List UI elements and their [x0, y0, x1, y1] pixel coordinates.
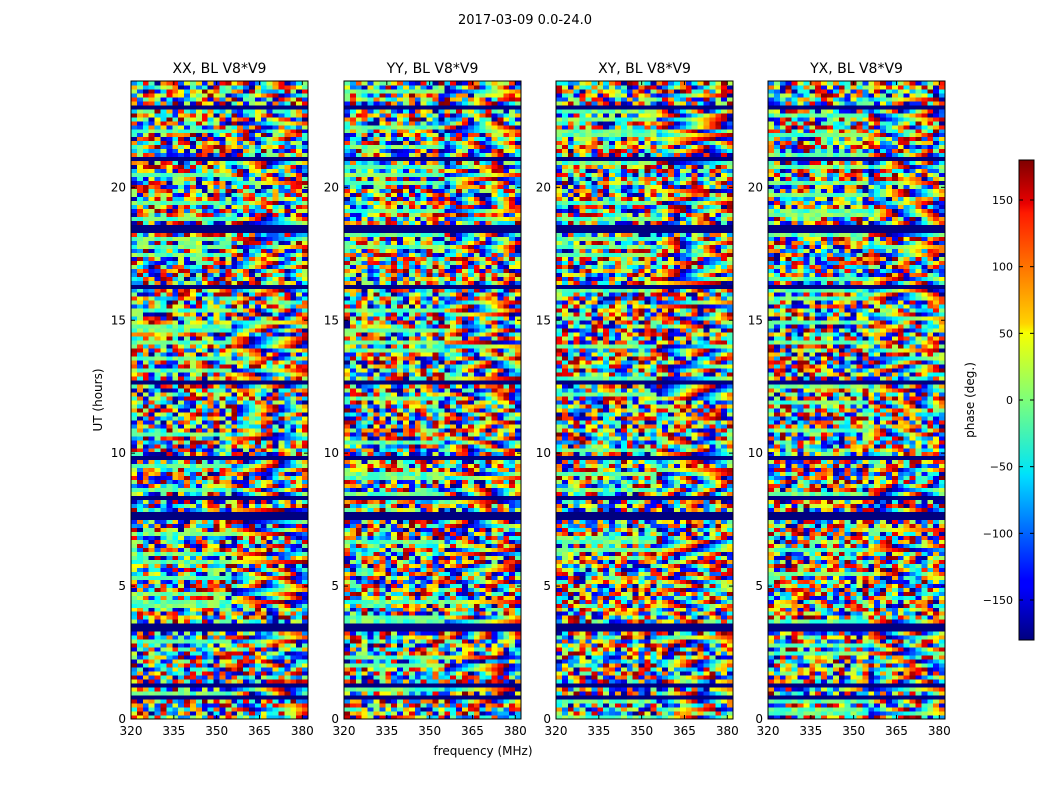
panel-title: YX, BL V8*V9: [809, 61, 903, 77]
panel-yx: YX, BL V8*V9 320 335 350 365 380 0 5 10 15 20: [748, 61, 951, 738]
y-tick-label: 20: [111, 180, 126, 194]
x-tick-label: 320: [333, 724, 356, 738]
x-tick-label: 335: [799, 724, 822, 738]
x-tick-label: 365: [461, 724, 484, 738]
phase-raster: [556, 81, 734, 720]
colorbar-tick-label: 50: [999, 327, 1013, 340]
y-tick-label: 15: [748, 313, 763, 327]
panel-title: YY, BL V8*V9: [386, 61, 479, 77]
figure-title: 2017-03-09 0.0-24.0: [458, 13, 592, 28]
panel-title: XX, BL V8*V9: [173, 61, 267, 77]
y-axis-label: UT (hours): [91, 368, 105, 431]
y-tick-label: 0: [543, 712, 551, 726]
colorbar-tick-label: 100: [992, 261, 1013, 274]
x-tick-label: 320: [757, 724, 780, 738]
x-tick-label: 365: [885, 724, 908, 738]
x-tick-label: 350: [842, 724, 865, 738]
y-tick-label: 5: [755, 579, 763, 593]
x-tick-label: 365: [248, 724, 271, 738]
y-tick-label: 0: [118, 712, 126, 726]
y-tick-label: 5: [543, 579, 551, 593]
x-tick-label: 380: [291, 724, 314, 738]
panel-title: XY, BL V8*V9: [598, 61, 691, 77]
x-tick-label: 380: [716, 724, 739, 738]
phase-raster: [344, 81, 522, 720]
colorbar-tick-label: −50: [990, 461, 1013, 474]
axes-frame: [555, 80, 734, 720]
x-axis-label: frequency (MHz): [433, 744, 532, 758]
y-tick-label: 0: [331, 712, 339, 726]
x-tick-label: 380: [504, 724, 527, 738]
panel-yy: YY, BL V8*V9 320 335 350 365 380 0 5 10 15 20: [324, 61, 527, 738]
x-tick-label: 335: [587, 724, 610, 738]
panel-xx: XX, BL V8*V9 320 335 350 365 380 0 5 10 15 20: [111, 61, 314, 738]
x-tick-label: 350: [418, 724, 441, 738]
x-tick-label: 320: [545, 724, 568, 738]
y-tick-label: 10: [536, 446, 551, 460]
y-tick-label: 10: [748, 446, 763, 460]
x-tick-label: 335: [162, 724, 185, 738]
colorbar-tick-label: 150: [992, 194, 1013, 207]
phase-raster: [768, 81, 946, 720]
axes-frame: [343, 80, 522, 720]
y-tick-label: 10: [324, 446, 339, 460]
phase-raster: [131, 81, 309, 720]
x-tick-label: 350: [630, 724, 653, 738]
colorbar-label: phase (deg.): [963, 362, 977, 438]
y-tick-label: 15: [324, 313, 339, 327]
y-tick-label: 15: [111, 313, 126, 327]
panel-xy: XY, BL V8*V9 320 335 350 365 380 0 5 10 15 20: [536, 61, 739, 738]
y-tick-label: 5: [331, 579, 339, 593]
x-tick-label: 365: [673, 724, 696, 738]
axes-frame: [767, 80, 946, 720]
colorbar-tick-label: 0: [1006, 394, 1013, 407]
colorbar: −150 −100 −50 0 50 100 150 phase (deg.): [963, 159, 1035, 641]
y-tick-label: 10: [111, 446, 126, 460]
y-tick-label: 15: [536, 313, 551, 327]
axes-frame: [130, 80, 309, 720]
x-tick-label: 380: [928, 724, 951, 738]
x-tick-label: 350: [205, 724, 228, 738]
y-tick-label: 20: [748, 180, 763, 194]
y-tick-label: 20: [324, 180, 339, 194]
colorbar-tick-label: −100: [983, 527, 1013, 540]
colorbar-tick-label: −150: [983, 594, 1013, 607]
y-tick-label: 0: [755, 712, 763, 726]
y-tick-label: 20: [536, 180, 551, 194]
x-tick-label: 335: [375, 724, 398, 738]
y-tick-label: 5: [118, 579, 126, 593]
x-tick-label: 320: [120, 724, 143, 738]
colorbar-gradient: [1019, 160, 1034, 640]
